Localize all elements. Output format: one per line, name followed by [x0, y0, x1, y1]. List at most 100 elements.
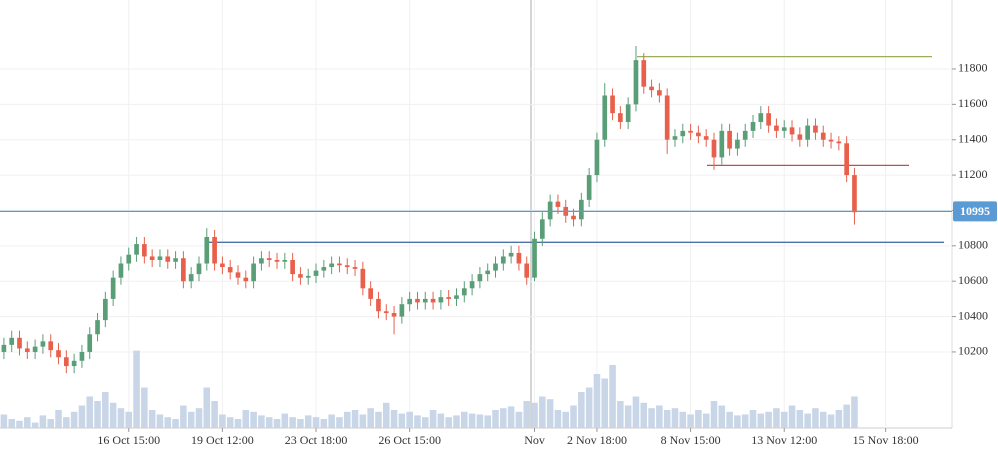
candle-body — [820, 132, 826, 140]
volume-bar — [640, 402, 648, 428]
volume-bar — [812, 408, 819, 428]
candle-body — [95, 320, 100, 335]
volume-bar — [601, 378, 609, 428]
volume-bar — [172, 419, 179, 428]
candle-body — [766, 113, 771, 126]
volume-bar — [507, 406, 515, 428]
candle-body — [446, 297, 452, 299]
volume-bar — [234, 419, 242, 428]
candle-body — [188, 274, 194, 282]
candle-body — [547, 201, 553, 220]
candle-body — [56, 350, 61, 358]
y-tick-label: 11400 — [958, 131, 988, 145]
candle-body — [157, 256, 163, 260]
volume-bar — [55, 410, 62, 428]
volume-bar — [632, 396, 640, 428]
candle-body — [500, 256, 506, 264]
volume-bar — [320, 419, 328, 428]
volume-bar — [562, 411, 570, 428]
candle-body — [181, 258, 186, 282]
volume-bar — [414, 415, 421, 428]
volume-bar — [429, 410, 437, 428]
volume-bar — [726, 411, 733, 428]
candle-body — [774, 125, 779, 131]
candle-body — [204, 236, 210, 264]
candle-body — [352, 267, 358, 269]
volume-bar — [788, 405, 796, 428]
volume-bar — [741, 414, 749, 428]
candle-body — [79, 351, 85, 361]
candle-body — [719, 130, 725, 158]
candle-body — [781, 127, 787, 131]
candle-body — [415, 298, 420, 303]
candle-body — [696, 132, 701, 137]
volume-bar — [539, 396, 546, 428]
candle-body — [758, 113, 764, 123]
volume-bar — [117, 408, 125, 428]
volume-bar — [86, 396, 94, 428]
volume-bar — [242, 410, 250, 428]
volume-bar — [804, 413, 811, 428]
candle-body — [243, 277, 249, 282]
volume-bar — [289, 417, 296, 428]
candle-body — [220, 263, 225, 268]
candle-body — [664, 95, 670, 140]
candle-body — [454, 295, 459, 299]
volume-bar — [63, 417, 70, 428]
grid — [0, 0, 952, 428]
volume-bar — [250, 411, 257, 428]
candle-body — [165, 256, 171, 262]
volume-bar — [94, 401, 101, 428]
volume-bar — [624, 405, 632, 428]
volume-bar — [461, 411, 468, 428]
candle-body — [305, 275, 311, 278]
volume-bar — [570, 405, 577, 428]
volume-bar — [515, 411, 523, 428]
candle-body — [407, 298, 413, 305]
volume-bar — [679, 411, 687, 428]
x-tick-label: 15 Nov 18:00 — [853, 433, 919, 447]
volume-bar — [211, 401, 218, 428]
candle-body — [321, 267, 327, 271]
volume-bar — [78, 405, 86, 428]
candle-body — [227, 267, 233, 273]
volume-bar — [468, 413, 476, 428]
candle-body — [337, 263, 342, 266]
candle-body — [516, 252, 522, 264]
volume-bar — [203, 387, 211, 428]
candle-body — [594, 139, 600, 176]
candle-body — [329, 263, 334, 268]
candle-body — [368, 288, 373, 299]
volume-bar — [382, 402, 390, 428]
volume-bar — [304, 415, 312, 428]
volume-bar — [437, 413, 445, 428]
candle-body — [344, 265, 350, 268]
volume-bar — [39, 415, 47, 428]
candle-body — [298, 274, 303, 278]
volume-bar — [343, 411, 351, 428]
volume-bar — [476, 414, 484, 428]
candle-body — [274, 259, 280, 262]
volume-bar — [453, 415, 460, 428]
candle-body — [750, 122, 756, 131]
volume-bar — [336, 417, 343, 428]
volume-bar — [406, 411, 413, 428]
candle-body — [805, 125, 810, 140]
candle-body — [579, 199, 584, 220]
candle-body — [852, 175, 857, 213]
candle-body — [118, 263, 124, 278]
candle-body — [657, 90, 662, 96]
candle-body — [290, 259, 295, 275]
candle-body — [649, 86, 654, 91]
volume-bar — [422, 417, 429, 428]
y-tick-label: 10600 — [958, 273, 988, 287]
volume-bar — [687, 414, 694, 428]
candle-body — [485, 270, 491, 275]
volume-bar — [500, 408, 507, 428]
x-tick-label: 16 Oct 15:00 — [97, 433, 160, 447]
volume-bar — [8, 419, 15, 428]
y-tick-label: 11800 — [958, 61, 988, 75]
volume-bar — [226, 417, 234, 428]
x-tick-label: 26 Oct 15:00 — [378, 433, 441, 447]
